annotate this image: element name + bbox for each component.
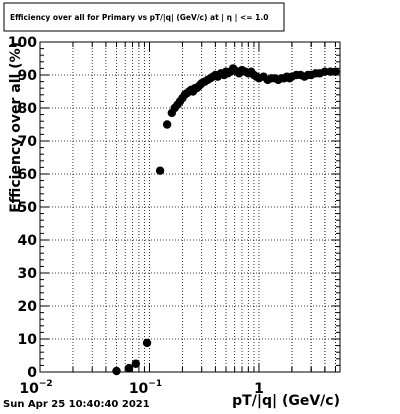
tick-labels: 0 10 20 30 40 50 60 70 80 90 100 10−2 10−1 1 (8, 35, 264, 397)
axis-ticks (39, 41, 340, 373)
data-point (112, 366, 121, 376)
y-tick-label: 20 (18, 299, 38, 315)
y-tick-label: 10 (18, 332, 38, 348)
y-axis-title: Efficiency over all (%) (8, 42, 24, 213)
x-axis-title: pT/|q| (GeV/c) (232, 393, 340, 409)
x-tick-label: 1 (254, 381, 264, 397)
y-tick-label: 90 (18, 68, 38, 84)
data-point (131, 359, 140, 368)
data-point (331, 67, 340, 76)
y-tick-label: 70 (18, 134, 38, 150)
date-stamp: Sun Apr 25 10:40:40 2021 (3, 399, 150, 410)
data-points (112, 64, 340, 376)
y-tick-label: 60 (18, 167, 38, 183)
data-point (155, 166, 165, 175)
y-tick-label: 30 (18, 266, 38, 282)
data-point (124, 363, 134, 373)
x-tick-label: 10−2 (19, 379, 52, 397)
data-point (162, 120, 172, 129)
y-tick-label: 40 (18, 233, 38, 249)
y-tick-label: 80 (18, 101, 38, 117)
y-tick-label: 0 (27, 365, 37, 381)
chart-title: Efficiency over all for Primary vs pT/|q… (10, 13, 268, 23)
y-tick-label: 100 (8, 35, 37, 51)
chart-title-box: Efficiency over all for Primary vs pT/|q… (3, 2, 285, 32)
y-tick-label: 50 (18, 200, 38, 216)
x-tick-label: 10−1 (129, 379, 162, 397)
data-point (142, 338, 152, 348)
